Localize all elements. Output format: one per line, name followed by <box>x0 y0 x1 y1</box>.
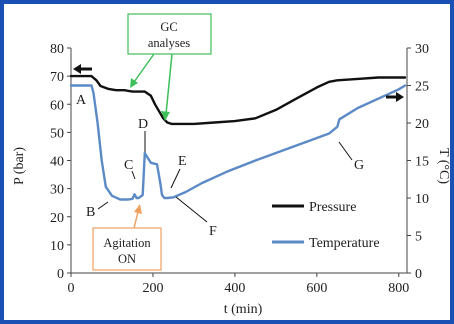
series-line-pressure <box>69 74 407 126</box>
y-right-tick-label: 15 <box>415 155 429 170</box>
point-label-d: D <box>138 117 148 132</box>
legend: Pressure Temperature <box>272 200 380 251</box>
point-label-g: G <box>354 158 364 173</box>
y-right-tick-label: 10 <box>415 192 429 207</box>
point-label-c: C <box>124 158 133 173</box>
x-tick-label: 400 <box>224 281 245 296</box>
y-left-tick-label: 30 <box>50 183 64 198</box>
y-right-tick-label: 0 <box>415 267 422 282</box>
pointer-line-g <box>338 141 353 161</box>
x-tick-label: 0 <box>68 281 75 296</box>
gc-callout-line1: GC <box>160 20 177 34</box>
y-left-tick-label: 80 <box>50 42 64 57</box>
y-left-tick-label: 50 <box>50 126 64 141</box>
y-right-tick-label: 30 <box>415 42 429 57</box>
y-left-tick-label: 70 <box>50 70 64 85</box>
gc-analyses-callout: GC analyses <box>127 13 212 121</box>
left-axis-arrow-icon <box>73 64 92 74</box>
pointer-line-e <box>170 168 181 189</box>
y-right-tick-label: 25 <box>415 80 429 95</box>
point-label-a: A <box>76 93 87 108</box>
point-label-b: B <box>86 205 95 220</box>
y-right-tick-label: 20 <box>415 117 429 132</box>
y-left-tick-label: 0 <box>57 267 64 282</box>
y-right-tick-label: 5 <box>415 230 422 245</box>
y-left-tick-label: 60 <box>50 98 64 113</box>
legend-label-temperature: Temperature <box>309 236 380 251</box>
x-tick-label: 200 <box>142 281 163 296</box>
pointer-line-b <box>97 201 109 210</box>
x-tick-label: 600 <box>306 281 327 296</box>
x-tick-label: 800 <box>388 281 409 296</box>
y-axis-right-label: T (°C) <box>436 148 450 184</box>
figure-frame: 0 200 400 600 800 0 10 20 30 40 50 60 70 80 0 5 10 15 20 25… <box>4 4 450 320</box>
y-left-tick-label: 40 <box>50 155 64 170</box>
legend-label-pressure: Pressure <box>309 200 356 215</box>
point-label-f: F <box>209 224 217 239</box>
agitation-callout: Agitation ON <box>92 204 162 271</box>
agitation-callout-line2: ON <box>118 252 136 266</box>
pointer-line-f <box>175 196 208 223</box>
series-line-temperature <box>69 84 407 201</box>
pointer-line-c <box>131 170 136 180</box>
agitation-callout-line1: Agitation <box>103 236 151 250</box>
point-label-e: E <box>178 154 187 169</box>
y-left-tick-label: 10 <box>50 239 64 254</box>
y-axis-left-label: P (bar) <box>12 147 27 185</box>
gc-callout-line2: analyses <box>148 36 190 50</box>
x-axis-label: t (min) <box>224 302 263 317</box>
line-chart: 0 200 400 600 800010203040506070800510152025… <box>12 13 450 317</box>
right-axis-arrow-icon <box>386 92 404 102</box>
y-left-tick-label: 20 <box>50 211 64 226</box>
